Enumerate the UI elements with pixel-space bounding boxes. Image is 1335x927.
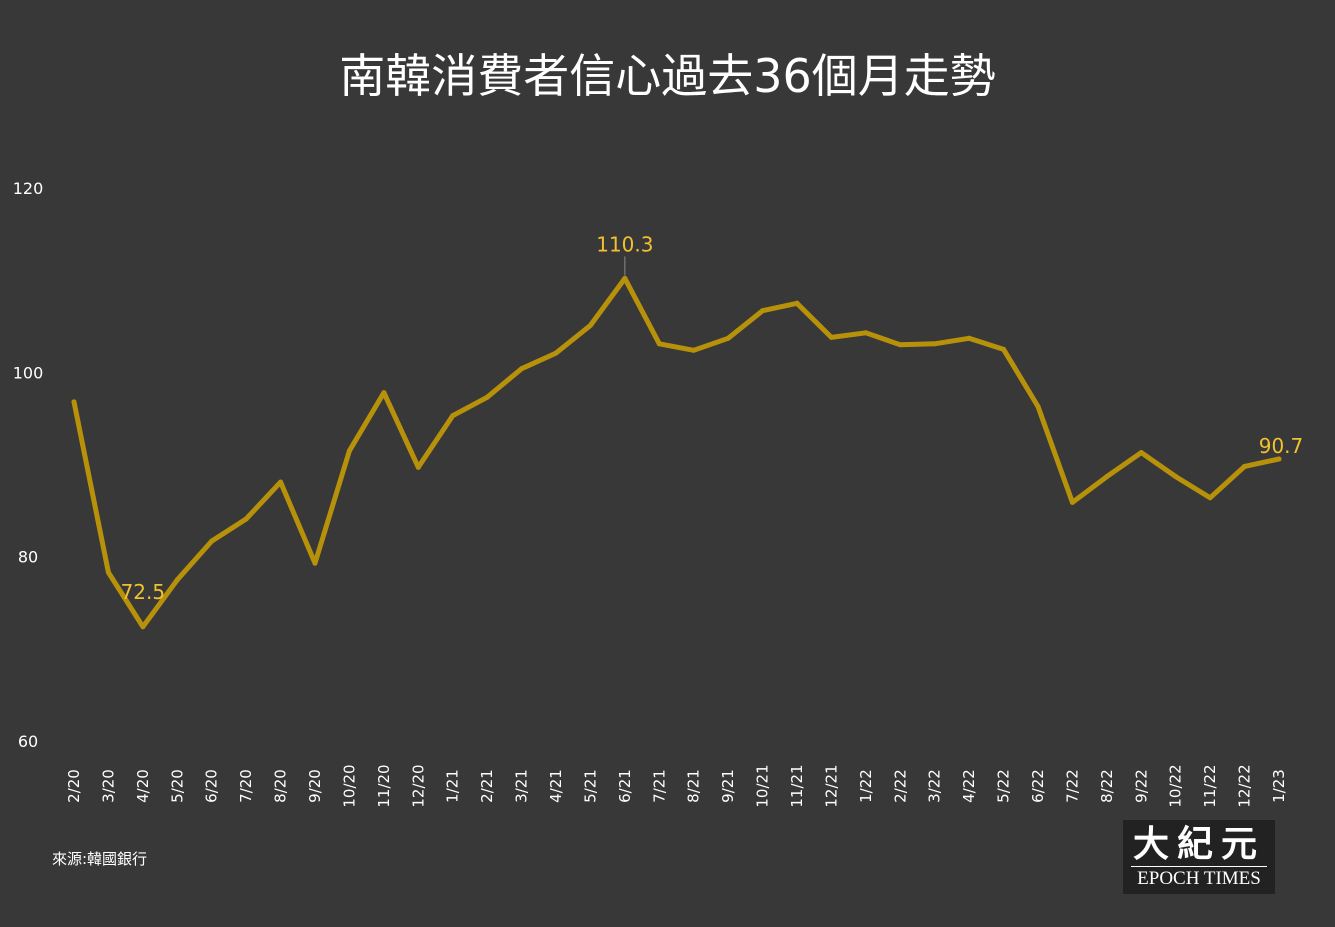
x-tick-label: 3/22 (926, 769, 944, 803)
x-tick-label: 10/21 (754, 764, 772, 807)
x-tick-label: 2/21 (478, 769, 496, 803)
data-point (1138, 450, 1144, 456)
x-tick-label: 11/21 (788, 764, 806, 807)
x-tick-label: 7/20 (237, 769, 255, 803)
x-tick-label: 9/21 (719, 769, 737, 803)
y-axis: 60 80 100 120 (13, 179, 44, 751)
data-point (828, 334, 834, 340)
data-point (243, 516, 249, 522)
data-point (760, 308, 766, 314)
logo-divider (1131, 866, 1267, 867)
annotations: 72.5 110.3 90.7 (121, 232, 1304, 603)
source-note: 來源:韓國銀行 (52, 850, 148, 868)
x-tick-label: 10/20 (340, 764, 358, 807)
x-tick-label: 4/21 (547, 769, 565, 803)
y-tick-label: 60 (18, 732, 38, 751)
logo-english: EPOCH TIMES (1137, 868, 1261, 889)
x-tick-label: 4/20 (134, 769, 152, 803)
y-tick-label: 80 (18, 548, 38, 567)
data-point (174, 577, 180, 583)
x-tick-label: 4/22 (960, 769, 978, 803)
data-point (794, 300, 800, 306)
x-tick-label: 12/20 (409, 764, 427, 807)
data-point (622, 275, 628, 281)
data-point (932, 341, 938, 347)
data-points (71, 275, 1282, 630)
x-tick-label: 12/21 (822, 764, 840, 807)
data-point (346, 448, 352, 454)
x-axis: 2/20 3/20 4/20 5/20 6/20 7/20 8/20 9/20 10/20 11/… (65, 764, 1288, 807)
data-point (381, 390, 387, 396)
x-tick-label: 1/21 (444, 769, 462, 803)
x-tick-label: 5/21 (581, 769, 599, 803)
x-tick-label: 3/20 (99, 769, 117, 803)
data-point (897, 342, 903, 348)
x-tick-label: 6/21 (616, 769, 634, 803)
x-tick-label: 5/22 (995, 769, 1013, 803)
data-point (966, 335, 972, 341)
x-tick-label: 7/21 (650, 769, 668, 803)
data-label: 72.5 (121, 580, 166, 604)
data-point (105, 569, 111, 575)
x-tick-label: 6/20 (203, 769, 221, 803)
data-point (1276, 456, 1282, 462)
x-tick-label: 8/22 (1098, 769, 1116, 803)
data-point (691, 347, 697, 353)
x-tick-label: 2/20 (65, 769, 83, 803)
x-tick-label: 8/20 (272, 769, 290, 803)
data-point (484, 394, 490, 400)
data-label: 90.7 (1259, 434, 1304, 458)
y-tick-label: 120 (13, 179, 44, 198)
data-point (1207, 495, 1213, 501)
data-point (656, 341, 662, 347)
data-point (1069, 499, 1075, 505)
data-point (312, 560, 318, 566)
series-line (71, 275, 1282, 630)
x-tick-label: 1/23 (1270, 769, 1288, 803)
x-tick-label: 9/20 (306, 769, 324, 803)
logo-chinese: 大紀元 (1132, 823, 1265, 865)
data-point (1173, 474, 1179, 480)
x-tick-label: 11/20 (375, 764, 393, 807)
x-tick-label: 6/22 (1029, 769, 1047, 803)
data-point (1001, 346, 1007, 352)
x-tick-label: 5/20 (168, 769, 186, 803)
x-tick-label: 7/22 (1063, 769, 1081, 803)
data-point (519, 366, 525, 372)
data-point (553, 350, 559, 356)
data-point (415, 464, 421, 470)
x-tick-label: 9/22 (1132, 769, 1150, 803)
data-label: 110.3 (596, 232, 653, 256)
data-point (725, 335, 731, 341)
data-point (71, 399, 77, 405)
epoch-times-logo: 大紀元 EPOCH TIMES (1123, 820, 1275, 894)
data-point (140, 624, 146, 630)
chart-title: 南韓消費者信心過去36個月走勢 (339, 49, 996, 103)
x-tick-label: 11/22 (1201, 764, 1219, 807)
x-tick-label: 2/22 (891, 769, 909, 803)
data-point (1242, 463, 1248, 469)
data-point (1035, 404, 1041, 410)
data-point (278, 479, 284, 485)
data-point (450, 413, 456, 419)
x-tick-label: 1/22 (857, 769, 875, 803)
x-tick-label: 10/22 (1167, 764, 1185, 807)
x-tick-label: 3/21 (513, 769, 531, 803)
data-point (209, 538, 215, 544)
x-tick-label: 12/22 (1236, 764, 1254, 807)
data-point (863, 330, 869, 336)
x-tick-label: 8/21 (685, 769, 703, 803)
data-point (587, 322, 593, 328)
data-point (1104, 474, 1110, 480)
y-tick-label: 100 (13, 363, 44, 382)
